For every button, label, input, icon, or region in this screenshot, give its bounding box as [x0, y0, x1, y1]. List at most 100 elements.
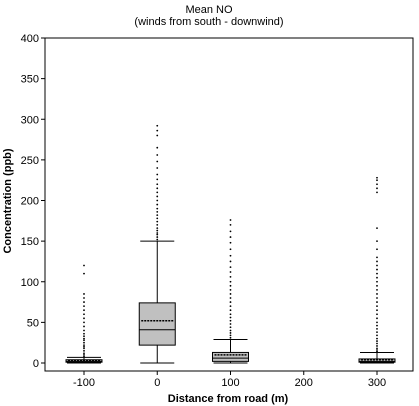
outlier-point — [376, 191, 378, 194]
outlier-point — [156, 167, 159, 169]
outlier-point — [156, 178, 159, 181]
y-tick-label: 400 — [21, 33, 39, 45]
outlier-point — [229, 266, 232, 269]
outlier-point — [229, 326, 232, 329]
chart-subtitle: (winds from south - downwind) — [134, 16, 283, 28]
outlier-point — [83, 301, 85, 303]
y-tick-label: 50 — [27, 317, 39, 329]
outlier-point — [376, 256, 378, 259]
outlier-point — [83, 355, 85, 358]
outlier-point — [376, 331, 378, 334]
y-tick-label: 200 — [21, 196, 39, 208]
x-axis-label: Distance from road (m) — [168, 393, 289, 405]
outlier-point — [83, 339, 85, 342]
box-group — [358, 176, 396, 364]
outlier-point — [376, 345, 378, 347]
outlier-point — [376, 288, 378, 291]
outlier-point — [376, 327, 378, 330]
outlier-point — [83, 332, 85, 335]
outlier-point — [156, 227, 159, 230]
outlier-point — [229, 280, 232, 283]
x-tick-label: 0 — [154, 377, 160, 389]
outlier-point — [83, 335, 85, 338]
outlier-point — [376, 309, 378, 312]
chart-title: Mean NO — [185, 4, 233, 16]
y-tick-label: 350 — [21, 74, 39, 86]
outlier-point — [156, 207, 159, 210]
outlier-point — [156, 187, 159, 190]
outlier-point — [83, 329, 85, 332]
box-group — [212, 219, 249, 364]
outlier-point — [156, 183, 159, 186]
outlier-point — [156, 233, 159, 236]
outlier-point — [156, 229, 159, 232]
outlier-point — [83, 309, 85, 312]
outlier-point — [376, 301, 378, 303]
outlier-point — [376, 183, 378, 186]
outlier-point — [156, 191, 159, 194]
outlier-point — [229, 336, 232, 339]
outlier-point — [156, 236, 159, 238]
outlier-point — [156, 160, 159, 163]
outlier-point — [156, 203, 159, 206]
outlier-point — [156, 154, 159, 156]
outlier-point — [83, 344, 85, 347]
outlier-point — [229, 332, 232, 334]
outlier-point — [229, 305, 232, 308]
outlier-point — [156, 210, 159, 213]
outlier-point — [83, 317, 85, 320]
outlier-point — [376, 268, 378, 271]
outlier-point — [229, 271, 232, 273]
outlier-point — [83, 325, 85, 328]
outlier-point — [376, 297, 378, 299]
plot-frame — [44, 37, 414, 372]
outlier-point — [83, 305, 85, 308]
outlier-point — [376, 334, 378, 337]
box-group — [138, 124, 176, 364]
outlier-point — [376, 272, 378, 275]
outlier-point — [376, 317, 378, 320]
outlier-point — [229, 309, 232, 312]
outlier-point — [156, 134, 159, 137]
outlier-point — [376, 347, 378, 350]
outlier-point — [229, 223, 232, 226]
outlier-point — [156, 217, 159, 220]
outlier-point — [376, 248, 378, 251]
outlier-point — [376, 176, 378, 179]
outlier-point — [156, 220, 159, 223]
iqr-box — [212, 351, 249, 362]
outlier-point — [83, 349, 85, 352]
outlier-point — [376, 313, 378, 316]
outlier-point — [376, 340, 378, 342]
outlier-point — [229, 329, 232, 332]
y-tick-label: 250 — [21, 155, 39, 167]
x-tick-label: 200 — [295, 377, 313, 389]
outlier-point — [156, 146, 159, 149]
iqr-box — [138, 302, 176, 346]
boxes — [65, 124, 396, 364]
outlier-point — [83, 321, 85, 324]
outlier-point — [376, 187, 378, 190]
outlier-point — [376, 284, 378, 287]
outlier-point — [229, 323, 232, 325]
outlier-point — [156, 214, 159, 217]
outlier-point — [156, 223, 159, 226]
outlier-point — [229, 248, 232, 251]
outlier-point — [376, 227, 378, 230]
y-tick-label: 150 — [21, 236, 39, 248]
outlier-point — [156, 238, 159, 241]
outlier-point — [156, 124, 159, 127]
outlier-point — [229, 230, 232, 233]
outlier-point — [229, 316, 232, 319]
outlier-point — [229, 319, 232, 322]
outlier-point — [229, 334, 232, 337]
x-tick-label: -100 — [73, 377, 95, 389]
outlier-point — [376, 324, 378, 327]
outlier-point — [83, 352, 85, 355]
y-axis-label: Concentration (ppb) — [2, 148, 14, 253]
outlier-point — [376, 305, 378, 308]
outlier-point — [376, 179, 378, 182]
box-group — [65, 264, 103, 364]
x-tick-label: 100 — [221, 377, 239, 389]
